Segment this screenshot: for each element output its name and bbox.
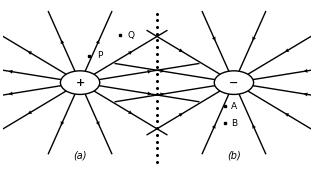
Text: B: B (231, 119, 237, 128)
Ellipse shape (214, 71, 254, 94)
Text: A: A (231, 102, 237, 111)
Text: Q: Q (128, 31, 135, 40)
Text: (a): (a) (73, 150, 87, 160)
Text: +: + (75, 77, 85, 88)
Ellipse shape (60, 71, 100, 94)
Text: P: P (97, 51, 102, 60)
Text: (b): (b) (227, 150, 241, 160)
Text: −: − (229, 77, 239, 88)
